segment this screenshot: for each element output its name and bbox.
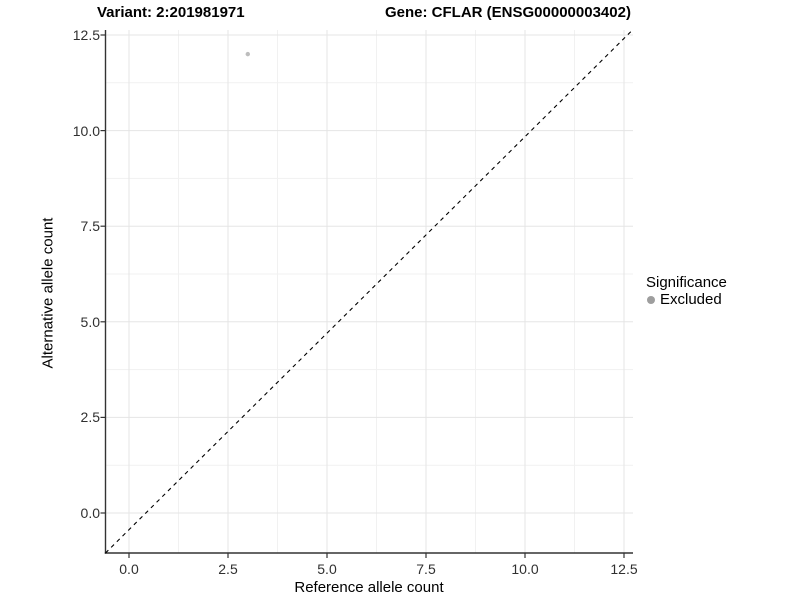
x-tick-label: 5.0 xyxy=(317,561,337,577)
legend-title: Significance xyxy=(646,274,727,291)
diagonal-reference-line xyxy=(105,29,633,554)
legend: Significance Excluded xyxy=(646,275,727,308)
y-tick-label: 0.0 xyxy=(80,505,100,521)
y-tick-label: 7.5 xyxy=(80,218,100,235)
x-tick-label: 10.0 xyxy=(511,561,539,577)
x-tick-label: 12.5 xyxy=(610,561,638,577)
x-tick-label: 7.5 xyxy=(416,561,436,577)
x-tick-label: 2.5 xyxy=(218,561,238,577)
legend-item-excluded: Excluded xyxy=(646,292,727,308)
data-point xyxy=(245,51,250,57)
y-tick-label: 5.0 xyxy=(80,313,100,330)
plot-title-gene: Gene: CFLAR (ENSG00000003402) xyxy=(385,4,631,21)
x-tick-label: 0.0 xyxy=(119,561,139,577)
y-tick-label: 12.5 xyxy=(72,27,100,43)
legend-item-label: Excluded xyxy=(660,291,722,308)
legend-point-icon xyxy=(647,296,655,304)
y-tick-label: 2.5 xyxy=(80,409,100,426)
x-axis-title: Reference allele count xyxy=(294,579,444,596)
plot-title-variant: Variant: 2:201981971 xyxy=(97,4,245,21)
y-axis-title: Alternative allele count xyxy=(39,217,57,369)
y-tick-label: 10.0 xyxy=(72,122,100,139)
